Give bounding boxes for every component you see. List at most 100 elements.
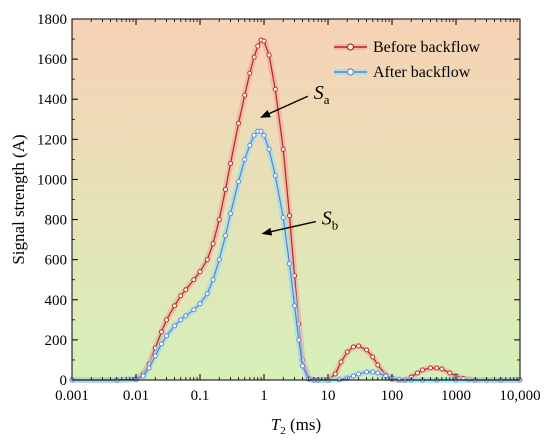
- series-2-point: [140, 373, 146, 379]
- annotation-subscript: b: [332, 218, 339, 233]
- series-1-point: [447, 370, 453, 376]
- series-1-point: [210, 241, 216, 247]
- x-tick-label: 10: [321, 388, 336, 404]
- series-1-point: [351, 344, 356, 350]
- y-tick-label: 400: [45, 293, 68, 309]
- series-2-point: [216, 257, 222, 263]
- series-2-point: [261, 132, 267, 138]
- x-axis-variable: T: [271, 415, 282, 434]
- series-2-point: [164, 333, 169, 339]
- series-1-point: [434, 365, 440, 371]
- series-1-point: [428, 365, 433, 371]
- series-1-point: [183, 287, 189, 293]
- series-1-point: [370, 354, 376, 360]
- axes-layer: 0.001 0.01 0.1 1 10 100 1000 10,000 0 200 400 600 80…: [37, 12, 541, 404]
- series-1-point: [236, 120, 241, 126]
- x-tick-label: 10,000: [499, 388, 540, 404]
- series-1-point: [204, 257, 210, 263]
- x-axis-title: T2 (ms): [271, 415, 321, 437]
- series-2-point: [356, 371, 361, 377]
- x-tick-label: 0.01: [123, 388, 149, 404]
- series-1-point: [356, 343, 361, 349]
- series-1-point: [272, 86, 278, 92]
- series-1-point: [159, 329, 164, 335]
- series-2-point: [266, 146, 272, 152]
- series-2-point: [375, 370, 381, 376]
- series-2-point: [191, 307, 197, 313]
- annotation-arrow: [260, 95, 309, 118]
- series-1-point: [287, 213, 292, 218]
- series-2-point: [370, 369, 376, 375]
- y-tick-label: 1000: [37, 172, 67, 188]
- x-tick-label: 0.001: [55, 388, 89, 404]
- legend-label: Before backflow: [373, 39, 481, 56]
- series-2-point: [197, 301, 203, 307]
- series-2-markers: [69, 128, 523, 383]
- series-2-point: [300, 363, 305, 369]
- y-tick-label: 0: [60, 373, 68, 389]
- series-1-point: [338, 359, 344, 365]
- series-1-point: [332, 371, 338, 377]
- series-2-point: [364, 369, 369, 375]
- annotation-arrow: [261, 220, 316, 236]
- y-tick-label: 600: [45, 253, 68, 269]
- y-tick-label: 1200: [37, 132, 67, 148]
- series-1-point: [266, 52, 272, 58]
- series-2-point: [223, 233, 228, 239]
- y-tick-label: 1600: [37, 52, 67, 68]
- series-layer: [69, 37, 523, 383]
- series-1-point: [364, 347, 369, 353]
- series-1-point: [280, 146, 286, 152]
- x-axis-unit: (ms): [286, 415, 321, 434]
- series-2-point: [183, 313, 189, 319]
- series-2-point: [204, 291, 210, 297]
- series-1-point: [216, 217, 222, 223]
- series-1-point: [420, 367, 425, 373]
- annotation-subscript: a: [324, 92, 330, 107]
- series-1-point: [191, 277, 197, 283]
- series-1-point: [228, 160, 233, 166]
- series-1-point: [261, 38, 267, 44]
- legend-swatch-marker: [346, 43, 355, 51]
- series-1-point: [178, 293, 184, 299]
- legend-swatch-marker: [346, 68, 355, 76]
- x-axis-subscript: 2: [280, 425, 286, 437]
- series-2-point: [152, 353, 158, 359]
- series-1-point: [223, 187, 228, 192]
- series-1-point: [439, 366, 445, 372]
- series-1-point: [197, 269, 203, 275]
- y-axis-title: Signal strength (A): [9, 134, 28, 264]
- series-2-point: [258, 128, 264, 134]
- series-2-point: [287, 261, 292, 267]
- x-tick-label: 100: [381, 388, 404, 404]
- series-2-point: [292, 303, 297, 309]
- series-1-point: [164, 317, 169, 323]
- series-2-point: [242, 156, 248, 162]
- series-1-point: [415, 370, 420, 376]
- series-1-point: [247, 70, 253, 76]
- series-2-point: [210, 277, 216, 283]
- series-2-point: [280, 215, 286, 221]
- series-2-point: [159, 341, 164, 347]
- y-tick-label: 1800: [37, 12, 67, 28]
- series-2-point: [247, 142, 253, 148]
- series-2-point: [228, 211, 233, 216]
- series-2-point: [272, 172, 278, 178]
- y-tick-label: 800: [45, 213, 68, 229]
- x-tick-label: 1000: [441, 388, 471, 404]
- series-1-point: [255, 43, 261, 49]
- x-tick-label: 0.1: [191, 388, 210, 404]
- series-1-point: [242, 92, 248, 98]
- legend: Before backflow After backflow: [334, 39, 481, 81]
- series-1-point: [344, 349, 350, 355]
- x-tick-label: 1: [260, 388, 268, 404]
- series-2-point: [172, 323, 177, 329]
- series-1-point: [375, 362, 381, 368]
- series-2-point: [236, 178, 241, 184]
- series-2-point: [296, 337, 302, 343]
- series-2-point: [146, 365, 152, 371]
- y-tick-label: 1400: [37, 92, 67, 108]
- y-tick-label: 200: [45, 333, 68, 349]
- series-2-point: [351, 373, 356, 379]
